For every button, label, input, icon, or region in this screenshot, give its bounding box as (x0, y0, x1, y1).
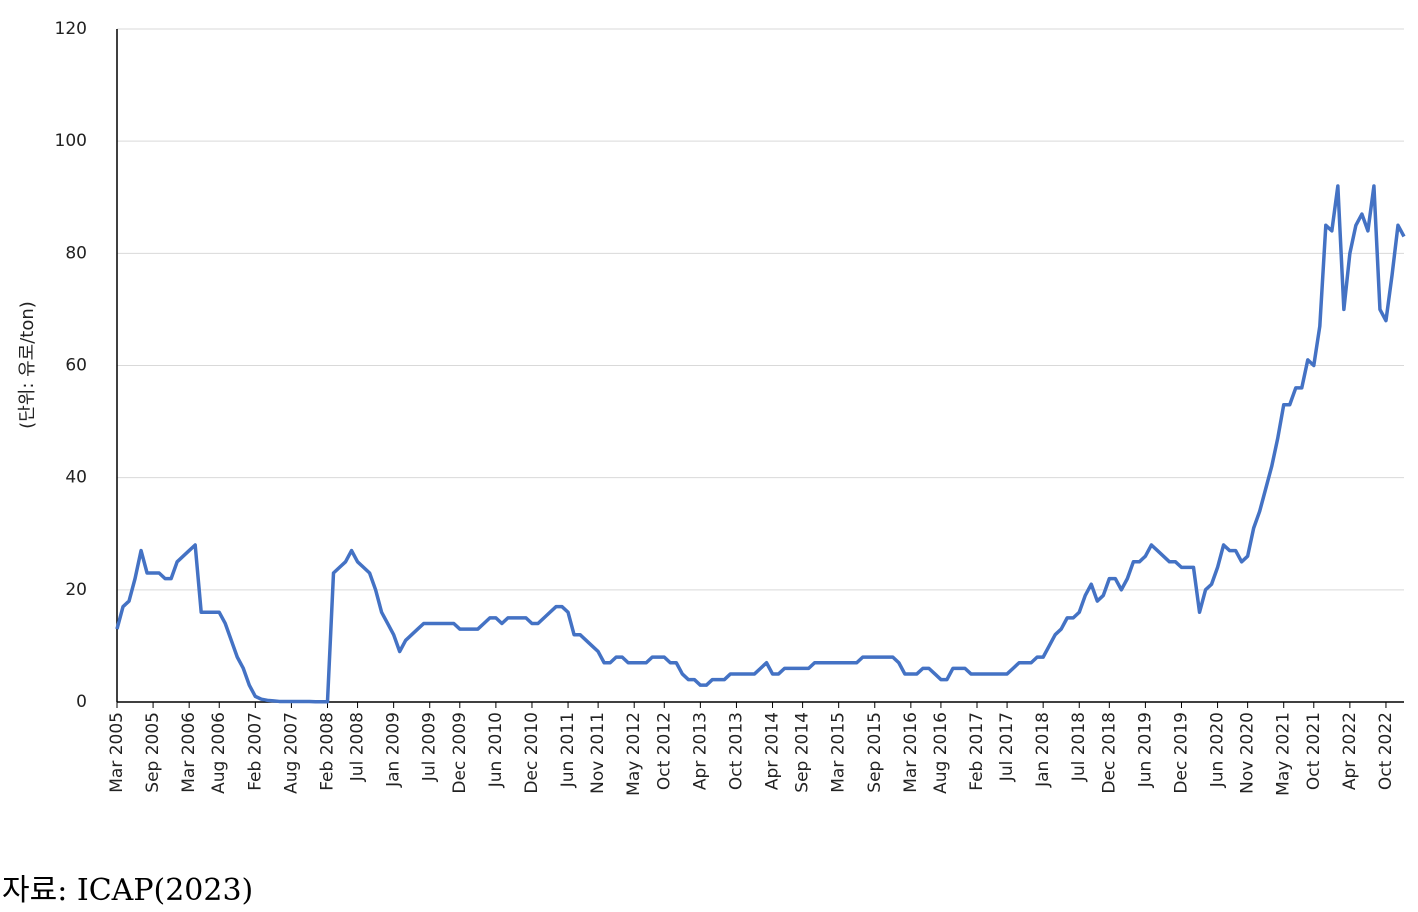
x-tick-label: Jul 2017 (997, 712, 1017, 782)
x-tick-label: Dec 2009 (450, 712, 470, 794)
x-tick-label: Nov 2011 (588, 712, 608, 794)
data-line (115, 184, 1406, 704)
x-tick-label: Apr 2013 (690, 712, 710, 790)
x-tick-label: Jul 2009 (420, 712, 440, 782)
x-tick-label: Sep 2014 (793, 712, 813, 793)
y-tick-label: 20 (65, 580, 87, 600)
y-tick-label: 120 (55, 19, 87, 39)
y-tick-label: 40 (65, 468, 87, 488)
x-tick-label: Oct 2022 (1376, 712, 1396, 790)
x-tick-label: Feb 2008 (317, 712, 337, 791)
y-tick-label: 80 (65, 243, 87, 263)
x-tick-label: Oct 2021 (1304, 712, 1324, 790)
x-tick-label: Oct 2012 (654, 712, 674, 790)
x-tick-label: Apr 2014 (763, 712, 783, 790)
x-tick-label: May 2021 (1274, 712, 1294, 796)
x-tick-label: Feb 2017 (967, 712, 987, 791)
x-tick-label: Mar 2015 (829, 712, 849, 793)
x-tick-label: Feb 2007 (245, 712, 265, 791)
x-tick-label: Mar 2005 (107, 712, 127, 793)
x-tick-label: Jun 2010 (486, 712, 506, 788)
x-tick-label: Jul 2018 (1069, 712, 1089, 782)
x-tick-label: Mar 2006 (179, 712, 199, 793)
y-tick-label: 0 (76, 692, 87, 712)
x-tick-label: Jun 2020 (1208, 712, 1228, 788)
x-tick-label: Jan 2009 (384, 712, 404, 788)
x-tick-label: Apr 2022 (1340, 712, 1360, 790)
x-tick-label: Aug 2007 (281, 712, 301, 794)
x-tick-label: Sep 2015 (865, 712, 885, 793)
y-axis-label: (단위: 유로/ton) (17, 301, 38, 429)
x-tick-label: Dec 2010 (522, 712, 542, 794)
source-note: 자료: ICAP(2023) (2, 873, 253, 908)
x-tick-label: Jun 2019 (1135, 712, 1155, 788)
x-tick-label: May 2012 (624, 712, 644, 796)
x-tick-label: Sep 2005 (143, 712, 163, 793)
x-tick-label: Nov 2020 (1238, 712, 1258, 794)
x-tick-label: Oct 2013 (726, 712, 746, 790)
x-tick-label: Mar 2016 (901, 712, 921, 793)
x-tick-label: Aug 2006 (209, 712, 229, 794)
x-tick-label: Jul 2008 (348, 712, 368, 782)
x-tick-label: Dec 2019 (1171, 712, 1191, 794)
x-tick-label: Aug 2016 (931, 712, 951, 794)
x-tick-label: Jun 2011 (558, 712, 578, 788)
x-tick-label: Jan 2018 (1033, 712, 1053, 788)
y-tick-label: 100 (55, 131, 87, 151)
x-tick-label: Dec 2018 (1099, 712, 1119, 794)
y-tick-label: 60 (65, 356, 87, 376)
